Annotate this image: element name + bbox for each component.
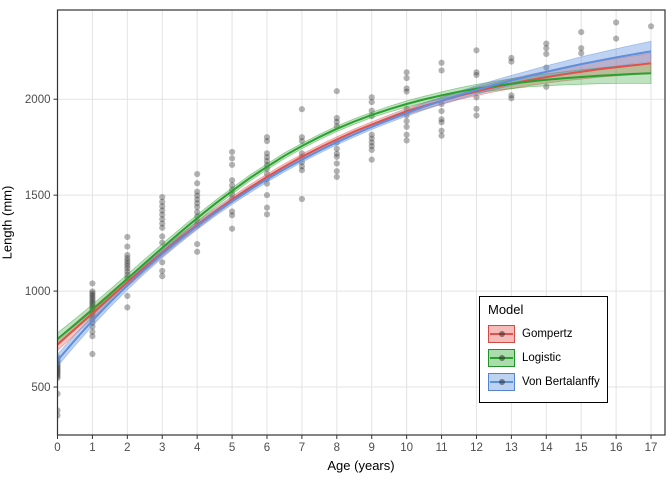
svg-text:13: 13: [505, 442, 518, 454]
svg-text:12: 12: [470, 442, 483, 454]
point-icon: [498, 331, 505, 337]
svg-text:2: 2: [124, 442, 130, 454]
point-icon: [498, 379, 505, 385]
svg-text:1500: 1500: [25, 190, 51, 202]
svg-text:14: 14: [540, 442, 553, 454]
gompertz-key-swatch: [488, 325, 515, 343]
point-icon: [498, 355, 505, 361]
legend-label: Logistic: [522, 352, 561, 364]
legend: Model Gompertz Logistic Von Bertalanffy: [479, 296, 608, 403]
svg-text:500: 500: [31, 382, 50, 394]
svg-text:1: 1: [89, 442, 95, 454]
legend-label: Von Bertalanffy: [522, 376, 600, 388]
svg-text:0: 0: [54, 442, 60, 454]
svg-text:9: 9: [369, 442, 375, 454]
svg-text:7: 7: [299, 442, 305, 454]
svg-text:3: 3: [159, 442, 165, 454]
svg-text:8: 8: [334, 442, 340, 454]
von-bertalanffy-key-swatch: [488, 373, 515, 391]
legend-entry-von-bertalanffy: Von Bertalanffy: [488, 370, 607, 394]
svg-text:10: 10: [400, 442, 413, 454]
x-axis-title: Age (years): [327, 458, 395, 473]
logistic-key-swatch: [488, 349, 515, 367]
svg-text:17: 17: [645, 442, 658, 454]
svg-text:15: 15: [575, 442, 588, 454]
svg-text:4: 4: [194, 442, 201, 454]
svg-text:1000: 1000: [25, 286, 51, 298]
legend-entry-gompertz: Gompertz: [488, 322, 607, 346]
legend-title: Model: [488, 302, 524, 317]
y-axis-title: Length (mm): [0, 185, 15, 260]
svg-text:2000: 2000: [25, 94, 51, 106]
legend-label: Gompertz: [522, 328, 573, 340]
svg-text:5: 5: [229, 442, 235, 454]
svg-text:11: 11: [436, 442, 448, 454]
legend-entry-logistic: Logistic: [488, 346, 607, 370]
svg-text:6: 6: [264, 442, 270, 454]
svg-text:16: 16: [610, 442, 623, 454]
